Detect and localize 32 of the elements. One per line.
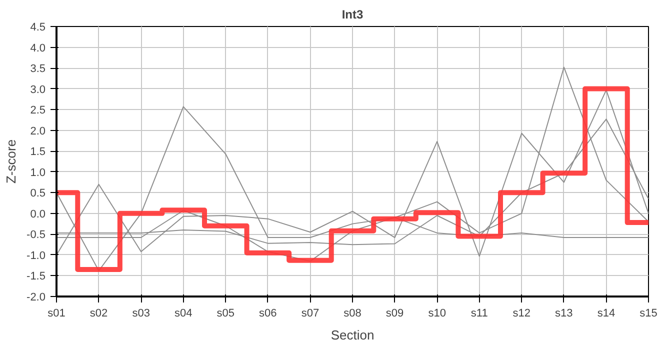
x-tick-label: s09 bbox=[386, 308, 404, 320]
x-tick-label: s04 bbox=[174, 308, 192, 320]
x-tick-label: s15 bbox=[640, 308, 658, 320]
x-tick-label: s14 bbox=[597, 308, 616, 320]
x-tick-label: s12 bbox=[512, 308, 531, 320]
x-axis-title: Section bbox=[330, 328, 374, 342]
y-tick-label: 3.0 bbox=[30, 84, 46, 96]
y-tick-label: -2.0 bbox=[26, 292, 46, 304]
x-tick-label: s07 bbox=[301, 308, 320, 320]
y-tick-label: -1.0 bbox=[26, 250, 46, 262]
y-tick-label: 0.0 bbox=[30, 208, 46, 220]
y-tick-label: -1.5 bbox=[26, 270, 46, 283]
y-tick-label: 2.0 bbox=[30, 125, 46, 138]
chart-title: Int3 bbox=[342, 8, 364, 22]
y-tick-label: 4.0 bbox=[30, 42, 46, 54]
y-tick-label: 4.5 bbox=[30, 22, 46, 34]
x-tick-label: s05 bbox=[216, 308, 235, 320]
x-tick-label: s08 bbox=[344, 308, 362, 320]
y-tick-label: 3.5 bbox=[30, 63, 46, 76]
x-tick-label: s02 bbox=[90, 308, 108, 320]
x-tick-label: s13 bbox=[555, 308, 573, 320]
x-tick-label: s01 bbox=[48, 308, 66, 320]
y-axis-title: Z-score bbox=[4, 139, 19, 184]
y-tick-label: 1.5 bbox=[30, 146, 46, 158]
x-tick-label: s10 bbox=[428, 308, 446, 320]
y-tick-label: -0.5 bbox=[26, 229, 46, 242]
y-tick-label: 0.5 bbox=[30, 188, 46, 200]
x-tick-label: s03 bbox=[132, 308, 150, 320]
x-tick-label: s06 bbox=[259, 308, 277, 320]
x-tick-label: s11 bbox=[470, 308, 488, 320]
y-tick-label: 2.5 bbox=[30, 104, 46, 117]
y-tick-label: 1.0 bbox=[30, 166, 46, 179]
